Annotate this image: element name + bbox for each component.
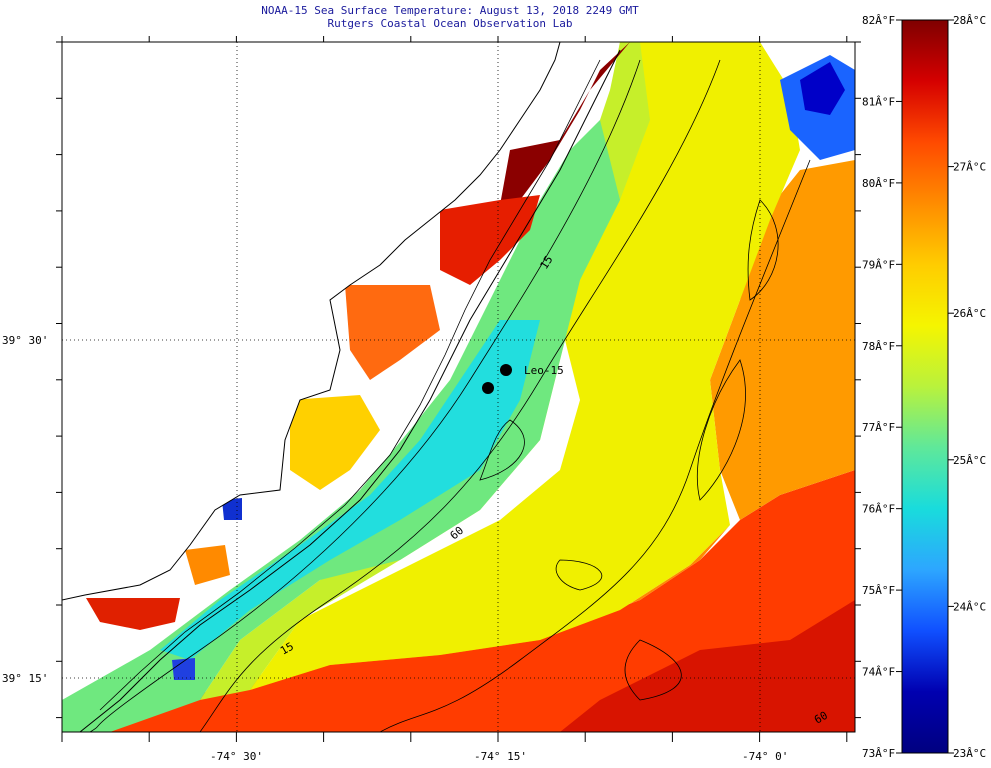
contour-label-15-north: 15 (538, 253, 556, 271)
graticule (62, 42, 855, 732)
lon-label-7430: -74° 30' (210, 750, 263, 763)
frame-ticks (56, 36, 861, 742)
station-marker-south[interactable] (482, 382, 494, 394)
map-subtitle: Rutgers Coastal Ocean Observation Lab (327, 17, 573, 30)
colorbar-fahrenheit-scale: 82Â°F 81Â°F 80Â°F 79Â°F 78Â°F 77Â°F 76Â°F 75Â°F… (862, 14, 902, 760)
colorbar-celsius-scale: 28Â°C 27Â°C 26Â°C 25Â°C 24Â°C 23Â°C (948, 14, 986, 760)
sst-zone-warm-offshore (62, 470, 855, 732)
sst-zone-bay-red-north (440, 195, 540, 285)
colorbar-f-label: 79Â°F (862, 258, 895, 271)
colorbar (901, 19, 949, 754)
land-mass (62, 42, 561, 601)
sst-zone-cyan-inner (160, 320, 540, 660)
colorbar-f-label: 82Â°F (862, 14, 895, 27)
colorbar-f-label: 75Â°F (862, 584, 895, 597)
lat-label-3915: 39° 15' (2, 672, 48, 685)
contour-shoal-1 (697, 359, 746, 501)
sst-zone-bay-yellow (290, 395, 380, 490)
sst-zone-bay-darkred (500, 42, 630, 205)
colorbar-f-label: 73Â°F (862, 747, 895, 760)
colorbar-f-label: 78Â°F (862, 340, 895, 353)
sst-zone-green-nearshore (62, 120, 620, 732)
sst-zone-bay-red-south (86, 598, 180, 630)
lat-label-3930: 39° 30' (2, 334, 48, 347)
map-title: NOAA-15 Sea Surface Temperature: August … (261, 4, 639, 17)
contour-shoal-4 (747, 199, 779, 301)
bathymetry-contours (89, 59, 811, 732)
colorbar-f-label: 76Â°F (862, 503, 895, 516)
colorbar-f-label: 74Â°F (862, 666, 895, 679)
sst-zone-cold-spot-2 (172, 658, 195, 680)
sst-zone-bay-orange (345, 285, 440, 380)
colorbar-f-label: 80Â°F (862, 177, 895, 190)
contour-label-60-se: 60 (812, 709, 830, 727)
sst-zone-bay-orange-south (185, 545, 230, 585)
colorbar-c-label: 25Â°C (953, 454, 986, 467)
barrier-island (79, 49, 621, 732)
colorbar-c-label: 27Â°C (953, 161, 986, 174)
lon-label-7415: -74° 15' (474, 750, 527, 763)
sst-zone-yellowgreen (200, 42, 650, 700)
colorbar-c-label: 24Â°C (953, 600, 986, 613)
contour-60m (199, 59, 721, 732)
map-frame (61, 41, 856, 733)
colorbar-f-label: 81Â°F (862, 95, 895, 108)
contour-15m (89, 59, 641, 732)
sst-zone-darkred-patch (560, 600, 855, 732)
colorbar-c-label: 26Â°C (953, 307, 986, 320)
colorbar-f-label: 77Â°F (862, 421, 895, 434)
station-label: Leo-15 (524, 364, 564, 377)
sst-zone-cold-ne-core (800, 62, 845, 115)
contour-label-15-south: 15 (278, 640, 296, 658)
contour-shoal-5 (624, 639, 682, 701)
colorbar-c-label: 23Â°C (953, 747, 986, 760)
colorbar-c-label: 28Â°C (953, 14, 986, 27)
coastline-inner (99, 59, 601, 711)
land (62, 42, 621, 732)
contour-shoal-3 (555, 559, 603, 591)
station-marker-north[interactable] (500, 364, 512, 376)
lon-label-7400: -74° 0' (742, 750, 788, 763)
